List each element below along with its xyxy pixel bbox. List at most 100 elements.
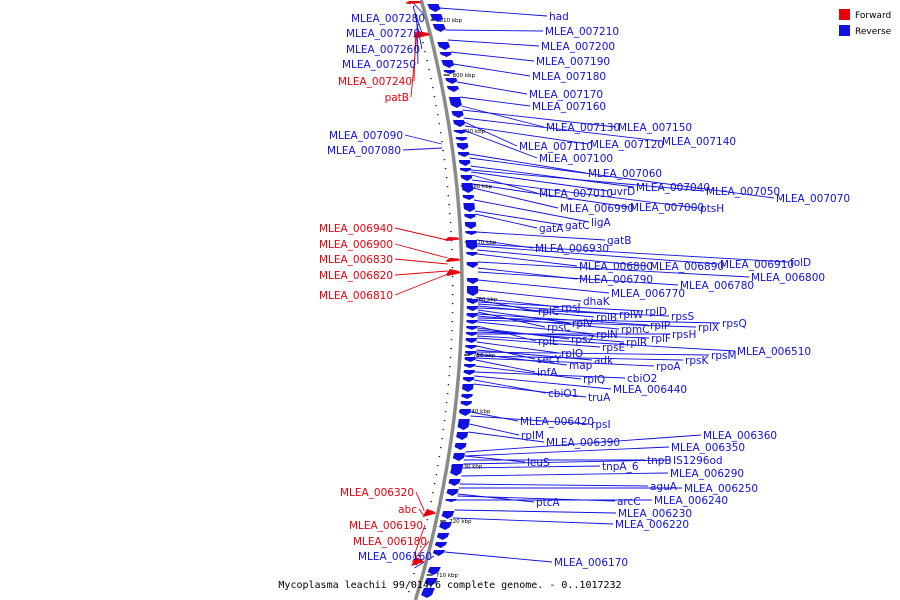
gene-label: gatC bbox=[565, 220, 590, 232]
leader-line bbox=[470, 411, 519, 422]
inner-tick bbox=[444, 411, 447, 413]
gene-label: rplC bbox=[538, 306, 559, 318]
inner-tick bbox=[449, 366, 451, 368]
reverse-gene bbox=[464, 214, 476, 219]
gene-label: MLEA_007000 bbox=[630, 202, 704, 214]
leader-line bbox=[472, 179, 699, 209]
forward-gene bbox=[411, 557, 425, 566]
leader-line bbox=[470, 165, 635, 188]
gene-label: MLEA_006800 bbox=[751, 272, 825, 284]
reverse-gene bbox=[464, 222, 477, 229]
gene-label: MLEA_007180 bbox=[532, 71, 606, 83]
forward-gene bbox=[423, 509, 436, 517]
legend-reverse-label: Reverse bbox=[855, 27, 892, 37]
leader-line bbox=[477, 329, 625, 343]
gene-label: MLEA_006190 bbox=[349, 520, 423, 532]
reverse-gene bbox=[466, 326, 478, 330]
inner-tick bbox=[445, 402, 448, 404]
legend-reverse-swatch bbox=[839, 25, 850, 36]
reverse-gene bbox=[461, 394, 473, 399]
gene-label: aguA bbox=[650, 481, 678, 493]
gene-label: MLEA_006510 bbox=[737, 346, 811, 358]
leader-line bbox=[476, 341, 560, 354]
leader-line bbox=[477, 317, 721, 324]
leader-line bbox=[475, 213, 538, 229]
leader-line bbox=[394, 273, 449, 296]
gene-label: cbiO1 bbox=[548, 388, 578, 400]
leader-line bbox=[418, 508, 424, 516]
gene-label: MLEA_007210 bbox=[545, 26, 619, 38]
reverse-gene bbox=[465, 338, 477, 343]
scale-label: 720 kbp bbox=[449, 519, 472, 525]
gene-label: rplF bbox=[651, 333, 671, 345]
reverse-gene bbox=[458, 160, 471, 166]
gene-label: rpsH bbox=[672, 329, 696, 341]
reverse-gene bbox=[466, 252, 478, 256]
leader-line bbox=[469, 157, 775, 199]
inner-tick bbox=[452, 294, 454, 296]
gene-label: MLEA_007010 bbox=[539, 188, 613, 200]
inner-tick bbox=[435, 474, 438, 476]
leader-line bbox=[459, 96, 531, 107]
gene-label: rplR bbox=[626, 337, 647, 349]
inner-tick bbox=[442, 150, 444, 152]
reverse-gene bbox=[462, 195, 475, 200]
leader-line bbox=[476, 351, 710, 356]
gene-label: MLEA_006240 bbox=[654, 495, 728, 507]
leader-line bbox=[411, 540, 430, 563]
gene-label: rpsM bbox=[711, 350, 737, 362]
inner-tick bbox=[432, 492, 434, 494]
inner-tick bbox=[449, 213, 451, 215]
gene-label: MLEA_007080 bbox=[327, 145, 401, 157]
leader-line bbox=[477, 331, 650, 339]
leader-line bbox=[477, 271, 679, 286]
scale-label: 750 kbp bbox=[473, 353, 496, 359]
reverse-gene bbox=[456, 432, 469, 440]
gene-label: MLEA_006830 bbox=[319, 254, 393, 266]
leader-line bbox=[468, 431, 545, 443]
gene-label: cbiO2 bbox=[627, 373, 657, 385]
leader-line bbox=[476, 349, 593, 361]
gene-label: secY bbox=[537, 354, 562, 366]
inner-tick bbox=[408, 591, 410, 593]
gene-label: MLEA_006910 bbox=[720, 259, 794, 271]
forward-gene bbox=[413, 31, 431, 38]
gene-label: rpsS bbox=[671, 311, 694, 323]
gene-label: MLEA_007280 bbox=[351, 13, 425, 25]
inner-tick bbox=[445, 177, 448, 179]
inner-tick bbox=[451, 249, 453, 251]
gene-label: MLEA_006250 bbox=[684, 483, 758, 495]
inner-tick bbox=[420, 546, 422, 548]
gene-label: map bbox=[569, 360, 593, 372]
reverse-gene bbox=[460, 175, 473, 181]
reverse-gene bbox=[439, 52, 452, 57]
leader-line bbox=[477, 253, 578, 267]
reverse-gene bbox=[456, 143, 469, 150]
gene-label: MLEA_006180 bbox=[353, 536, 427, 548]
gene-label: MLEA_006390 bbox=[546, 437, 620, 449]
gene-label: MLEA_007190 bbox=[536, 56, 610, 68]
inner-tick bbox=[438, 123, 440, 125]
reverse-gene bbox=[454, 130, 467, 134]
gene-label: truA bbox=[588, 392, 611, 404]
inner-tick bbox=[426, 519, 429, 521]
leader-line bbox=[476, 243, 789, 263]
inner-tick bbox=[446, 186, 449, 188]
reverse-gene bbox=[455, 137, 468, 141]
inner-tick bbox=[432, 87, 434, 89]
leader-line bbox=[394, 227, 447, 241]
gene-label: rpsZ bbox=[571, 334, 595, 346]
inner-tick bbox=[413, 573, 415, 575]
leader-line bbox=[394, 270, 448, 276]
inner-tick bbox=[443, 420, 446, 422]
gene-label: MLEA_006290 bbox=[670, 468, 744, 480]
legend: Forward Reverse bbox=[839, 9, 892, 37]
gene-label: MLEA_007120 bbox=[590, 139, 664, 151]
gene-label: MLEA_007250 bbox=[342, 59, 416, 71]
inner-tick bbox=[426, 60, 428, 62]
reverse-gene bbox=[463, 203, 475, 212]
gene-label: MLEA_007060 bbox=[588, 168, 662, 180]
leader-line bbox=[477, 261, 750, 278]
inner-tick bbox=[439, 132, 442, 134]
leader-line bbox=[459, 483, 649, 487]
